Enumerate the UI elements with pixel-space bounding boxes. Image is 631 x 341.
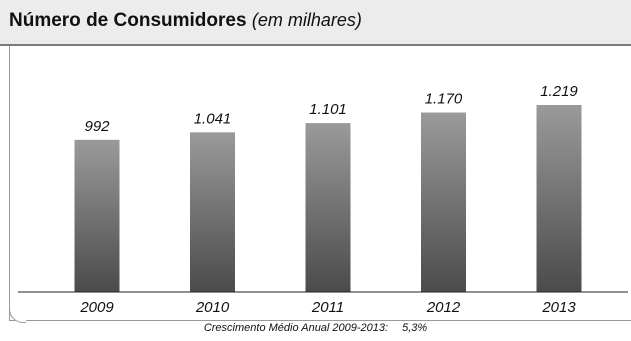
footnote-label: Crescimento Médio Anual 2009-2013: (203, 322, 389, 334)
chart-title-main: Número de Consumidores (9, 10, 247, 31)
value-label-2010: 1.041 (194, 110, 232, 127)
x-tick-2009: 2009 (79, 299, 114, 316)
bar-2012 (421, 112, 466, 292)
x-tick-2012: 2012 (426, 299, 461, 316)
x-tick-2010: 2010 (195, 299, 230, 316)
value-label-2013: 1.219 (540, 83, 578, 100)
value-label-2009: 992 (84, 118, 110, 135)
value-label-2012: 1.170 (425, 91, 463, 108)
value-label-2011: 1.101 (309, 101, 347, 118)
header-divider (0, 44, 631, 46)
bar-2013 (536, 105, 582, 292)
footnote-value: 5,3% (402, 322, 428, 334)
chart-title: Número de Consumidores (em milhares) (9, 10, 362, 32)
chart-header: Número de Consumidores (em milhares) (0, 0, 631, 44)
chart-footnote: Crescimento Médio Anual 2009-2013: 5,3% (0, 322, 631, 334)
chart-title-unit: (em milhares) (251, 10, 362, 30)
bar-2009 (74, 139, 120, 292)
bar-2010 (190, 132, 235, 292)
x-tick-2013: 2013 (541, 299, 576, 316)
frame-bottom-border (9, 320, 631, 321)
x-tick-2011: 2011 (311, 299, 344, 316)
bar-2011 (305, 123, 351, 293)
frame-left-border (9, 46, 10, 321)
